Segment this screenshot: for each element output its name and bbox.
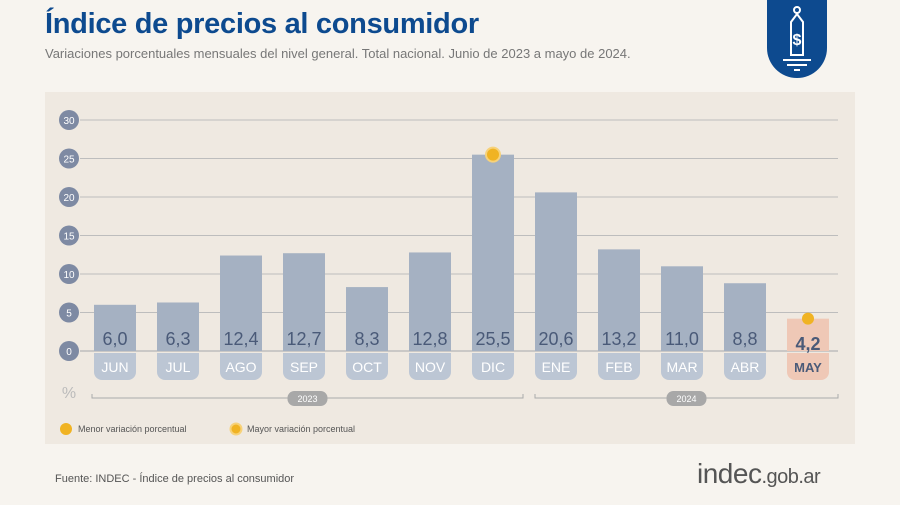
min-marker: [802, 312, 814, 325]
y-tick-label: 15: [63, 232, 75, 243]
year-label: 2023: [297, 394, 317, 404]
x-tick-label: ABR: [731, 359, 760, 375]
bar-dic: [472, 154, 514, 351]
value-label: 12,4: [223, 329, 258, 349]
y-tick-badge: [59, 225, 79, 246]
y-tick-badge: [59, 148, 79, 169]
bar-oct: [346, 287, 388, 351]
month-pill: [94, 353, 136, 380]
bar-abr: [724, 283, 766, 351]
value-label: 6,3: [165, 329, 190, 349]
x-tick-label: SEP: [290, 359, 318, 375]
bar-jun: [94, 304, 136, 351]
page-subtitle: Variaciones porcentuales mensuales del n…: [45, 46, 631, 61]
x-tick-label: FEB: [605, 359, 632, 375]
page-title: Índice de precios al consumidor: [45, 8, 479, 40]
price-tag-dollar-icon: $: [767, 0, 827, 78]
bar-ene: [535, 192, 577, 351]
bar-ago: [220, 255, 262, 351]
y-tick-badge: [59, 302, 79, 323]
y-tick-label: 0: [66, 347, 72, 358]
value-label: 6,0: [102, 329, 127, 349]
month-pill: [535, 353, 577, 380]
month-pill: [283, 353, 325, 380]
y-tick-label: 25: [63, 155, 75, 166]
x-tick-label: OCT: [352, 359, 382, 375]
month-pill: [472, 353, 514, 380]
month-pill: [598, 353, 640, 380]
value-label: 20,6: [538, 329, 573, 349]
value-label: 13,2: [601, 329, 636, 349]
value-label: 8,3: [354, 329, 379, 349]
x-tick-label: AGO: [225, 359, 256, 375]
month-pill: [220, 353, 262, 380]
value-label: 4,2: [795, 334, 820, 354]
indec-logo: indec.gob.ar: [697, 458, 821, 489]
month-pill: [157, 353, 199, 380]
bar-feb: [598, 249, 640, 351]
y-tick-badge: [59, 187, 79, 207]
value-label: 12,7: [286, 329, 321, 349]
y-tick-label: 30: [63, 116, 75, 127]
legend-max-icon: [229, 422, 243, 436]
y-tick-badge: [59, 110, 79, 130]
y-tick-label: 20: [63, 193, 75, 204]
y-tick-label: 10: [63, 270, 75, 281]
y-tick-badge: [59, 341, 79, 361]
x-tick-label: ENE: [542, 359, 571, 375]
month-pill: [661, 353, 703, 380]
x-tick-label: JUN: [101, 359, 128, 375]
y-tick-label: 5: [66, 309, 72, 320]
bar-nov: [409, 252, 451, 351]
x-tick-label: MAY: [794, 360, 822, 375]
x-tick-label: MAR: [666, 359, 697, 375]
value-label: 25,5: [475, 329, 510, 349]
month-pill: [724, 353, 766, 380]
month-pill: [346, 353, 388, 380]
legend-max-label: Mayor variación porcentual: [247, 424, 355, 434]
source-note: Fuente: INDEC - Índice de precios al con…: [55, 473, 295, 485]
legend-min-icon: [60, 423, 72, 435]
legend-min-label: Menor variación porcentual: [78, 424, 187, 434]
month-pill: [409, 353, 451, 380]
x-tick-label: DIC: [481, 359, 505, 375]
y-tick-badge: [59, 264, 79, 284]
month-pill: [787, 353, 829, 380]
value-label: 12,8: [412, 329, 447, 349]
x-tick-label: NOV: [415, 359, 446, 375]
bar-sep: [283, 253, 325, 351]
bar-jul: [157, 302, 199, 351]
year-badge: [666, 391, 707, 406]
max-marker: [485, 146, 501, 163]
value-label: 11,0: [665, 329, 699, 349]
year-badge: [287, 391, 328, 406]
x-tick-label: JUL: [166, 359, 191, 375]
y-axis-label: %: [62, 385, 76, 402]
svg-text:$: $: [793, 32, 802, 49]
bar-mar: [661, 266, 703, 351]
value-label: 8,8: [732, 329, 757, 349]
year-label: 2024: [676, 394, 696, 404]
